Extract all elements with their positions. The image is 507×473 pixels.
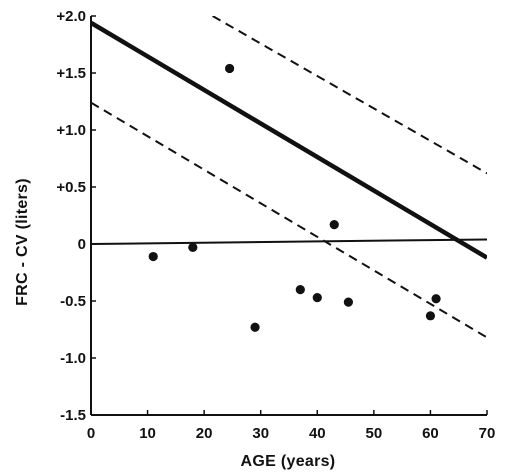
data-point [295, 285, 305, 295]
y-tick-label: 0 [78, 236, 86, 253]
confidence-limit-line [212, 16, 487, 175]
zero-line [91, 238, 487, 245]
data-point [431, 294, 441, 304]
x-tick-label: 10 [139, 425, 156, 442]
x-tick-label: 40 [309, 425, 326, 442]
y-tick-label: -0.5 [60, 293, 86, 310]
x-tick-label: 60 [422, 425, 439, 442]
confidence-limit-line [91, 101, 487, 339]
y-tick-label: +1.0 [56, 122, 86, 139]
x-tick-label: 50 [366, 425, 383, 442]
data-point [329, 220, 339, 230]
y-tick-label: +1.5 [56, 65, 86, 82]
y-axis-title: FRC - CV (liters) [14, 178, 31, 306]
data-point [250, 322, 260, 332]
x-tick-label: 20 [196, 425, 213, 442]
y-tick-label: +2.0 [56, 8, 86, 25]
regression-line [91, 20, 487, 260]
y-tick-label: -1.0 [60, 350, 86, 367]
x-tick-label: 70 [479, 425, 496, 442]
data-point [425, 311, 436, 321]
data-point [188, 242, 198, 253]
y-tick-label: -1.5 [60, 407, 86, 424]
lines-layer [91, 16, 487, 339]
y-tick-label: +0.5 [56, 179, 86, 196]
axes-layer: 0 10 20 30 40 50 60 70 +2.0 +1.5 +1.0 +0.5 0 -0.5 -1.0… [56, 8, 495, 442]
points-layer [148, 63, 441, 332]
data-point [343, 297, 353, 307]
x-axis-title: AGE (years) [241, 453, 336, 470]
data-point [148, 251, 158, 262]
x-tick-label: 0 [87, 425, 95, 442]
x-tick-label: 30 [252, 425, 269, 442]
data-point [225, 63, 235, 74]
data-point [312, 292, 322, 303]
